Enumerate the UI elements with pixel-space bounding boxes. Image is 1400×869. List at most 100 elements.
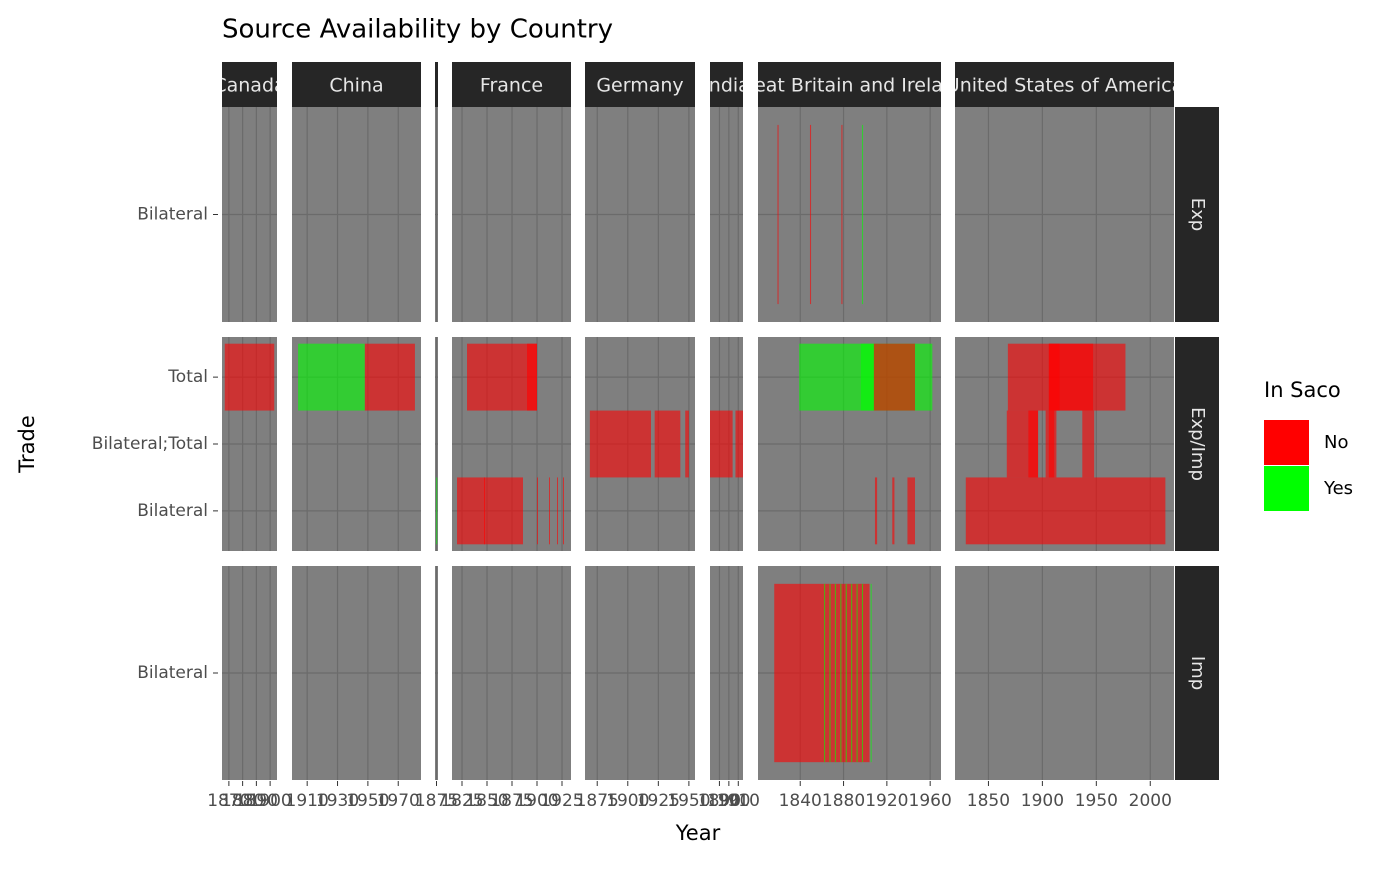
x-tick-label: 1920 xyxy=(865,791,908,811)
panel xyxy=(758,337,941,551)
panel xyxy=(585,566,695,780)
col-strip xyxy=(222,62,277,107)
panel xyxy=(955,337,1174,551)
x-tick-label: 1930 xyxy=(316,791,359,811)
x-tick-label: 1900 xyxy=(248,791,291,811)
panel xyxy=(710,107,743,322)
x-tick-label: 1850 xyxy=(465,791,508,811)
col-strip-label: France xyxy=(480,75,543,97)
x-tick-label: 1890 xyxy=(698,791,741,811)
x-tick-label: 1890 xyxy=(235,791,278,811)
y-tick-label: Total xyxy=(167,367,208,387)
tile xyxy=(861,124,864,305)
tile xyxy=(860,343,874,411)
col-strip xyxy=(435,62,438,107)
x-tick-label: 1840 xyxy=(779,791,822,811)
tile xyxy=(824,583,826,763)
tile xyxy=(527,343,537,411)
tile xyxy=(298,343,365,411)
legend-key xyxy=(1264,420,1309,465)
tile xyxy=(873,343,916,411)
tile xyxy=(1048,410,1055,478)
x-tick-label: 1900 xyxy=(606,791,649,811)
x-tick-label: 1960 xyxy=(909,791,952,811)
row-strip xyxy=(1175,566,1219,780)
tile xyxy=(1048,343,1060,411)
x-tick-label: 1880 xyxy=(221,791,264,811)
tile xyxy=(467,343,537,411)
tile xyxy=(774,583,870,763)
panel xyxy=(955,566,1174,780)
x-tick-label: 1875 xyxy=(415,791,458,811)
panel xyxy=(222,107,277,322)
panel xyxy=(585,107,695,322)
y-tick-label: Bilateral;Total xyxy=(92,434,208,454)
tile xyxy=(710,410,733,478)
legend-label: Yes xyxy=(1323,478,1353,499)
panel xyxy=(222,337,277,551)
tile xyxy=(549,477,550,545)
tile xyxy=(861,583,864,763)
x-tick-label: 1925 xyxy=(540,791,583,811)
panel xyxy=(292,107,421,322)
x-tick-label: 1900 xyxy=(707,791,750,811)
x-tick-label: 1880 xyxy=(822,791,865,811)
x-tick-label: 1925 xyxy=(637,791,680,811)
tile xyxy=(1082,410,1095,478)
panel xyxy=(585,337,695,551)
x-tick-label: 1825 xyxy=(440,791,483,811)
panel xyxy=(435,566,438,780)
panel xyxy=(758,107,941,322)
legend-key xyxy=(1264,466,1309,511)
tile xyxy=(874,477,878,545)
panel xyxy=(758,566,941,780)
tile xyxy=(436,477,438,545)
panel xyxy=(452,566,571,780)
row-strip xyxy=(1175,337,1219,551)
panel xyxy=(222,566,277,780)
col-strip-label: Canada xyxy=(213,75,285,97)
tile xyxy=(840,583,842,763)
tile xyxy=(892,477,895,545)
tile xyxy=(851,583,853,763)
tile xyxy=(829,583,831,763)
panel xyxy=(292,337,421,551)
panel xyxy=(955,107,1174,322)
x-tick-label: 1950 xyxy=(346,791,389,811)
tile xyxy=(965,477,1166,545)
x-tick-label: 1875 xyxy=(490,791,533,811)
x-tick-label: 1850 xyxy=(967,791,1010,811)
row-strip-label: Exp/Imp xyxy=(1187,407,1208,481)
y-tick-label: Bilateral xyxy=(137,663,208,683)
col-strip-label: Great Britain and Ireland xyxy=(732,75,967,97)
y-tick-label: Bilateral xyxy=(137,205,208,225)
legend-label: No xyxy=(1324,432,1348,453)
col-strip-label: United States of America xyxy=(946,75,1183,97)
tile xyxy=(841,124,843,305)
tile xyxy=(809,124,812,305)
tile xyxy=(834,583,836,763)
col-strip-label: China xyxy=(329,75,383,97)
panel xyxy=(710,337,743,551)
row-strip-label: Exp xyxy=(1187,198,1208,231)
panel xyxy=(710,566,743,780)
x-tick-label: 1900 xyxy=(1021,791,1064,811)
x-tick-label: 1910 xyxy=(717,791,760,811)
row-strip xyxy=(1175,107,1219,322)
tile xyxy=(845,583,847,763)
tile xyxy=(735,410,743,478)
panel xyxy=(452,107,571,322)
x-tick-label: 1950 xyxy=(1075,791,1118,811)
panel xyxy=(435,337,438,551)
tile xyxy=(364,343,415,411)
x-tick-label: 1910 xyxy=(286,791,329,811)
x-tick-label: 2000 xyxy=(1129,791,1172,811)
tile xyxy=(1028,410,1039,478)
panel xyxy=(452,337,571,551)
tile xyxy=(589,410,651,478)
tile xyxy=(685,410,689,478)
tile xyxy=(654,410,681,478)
tile xyxy=(457,477,523,545)
col-strip-label: Germany xyxy=(596,75,683,97)
